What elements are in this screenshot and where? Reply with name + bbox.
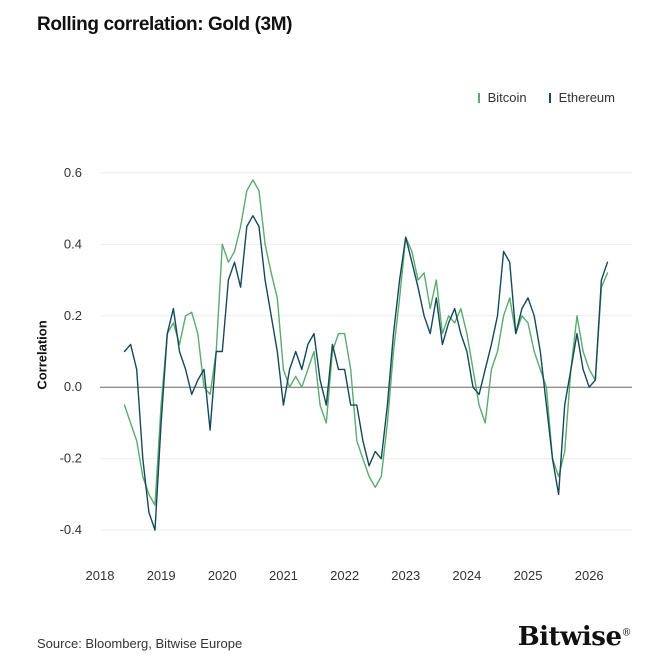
x-tick-label-5: 2023 xyxy=(391,568,420,583)
brand-registered-mark: ® xyxy=(621,627,632,639)
y-tick-label-3: 0.0 xyxy=(64,379,82,394)
x-tick-label-0: 2018 xyxy=(86,568,115,583)
legend-item-bitcoin: Bitcoin xyxy=(477,90,527,105)
x-tick-label-6: 2024 xyxy=(452,568,481,583)
y-tick-label-2: 0.2 xyxy=(64,308,82,323)
chart-title: Rolling correlation: Gold (3M) xyxy=(37,14,293,35)
y-tick-label-4: -0.2 xyxy=(60,451,82,466)
legend-swatch-ethereum xyxy=(548,92,551,103)
x-tick-label-4: 2022 xyxy=(330,568,359,583)
legend-swatch-bitcoin xyxy=(477,92,480,103)
source-note: Source: Bloomberg, Bitwise Europe xyxy=(37,636,243,651)
y-tick-label-5: -0.4 xyxy=(60,522,82,537)
x-tick-label-3: 2021 xyxy=(269,568,298,583)
legend-item-ethereum: Ethereum xyxy=(548,90,615,105)
x-tick-label-1: 2019 xyxy=(147,568,176,583)
legend-label-bitcoin: Bitcoin xyxy=(487,90,527,105)
series-line-ethereum xyxy=(123,214,609,531)
x-tick-label-8: 2026 xyxy=(575,568,604,583)
series-line-bitcoin xyxy=(123,179,609,506)
x-tick-label-7: 2025 xyxy=(514,568,543,583)
brand-name: Bitwise xyxy=(517,622,622,652)
y-tick-label-0: 0.6 xyxy=(64,165,82,180)
legend-label-ethereum: Ethereum xyxy=(558,90,615,105)
y-tick-label-1: 0.4 xyxy=(64,236,82,251)
x-tick-label-2: 2020 xyxy=(208,568,237,583)
brand-logo: Bitwise® xyxy=(517,622,632,652)
legend: Bitcoin Ethereum xyxy=(477,90,615,105)
